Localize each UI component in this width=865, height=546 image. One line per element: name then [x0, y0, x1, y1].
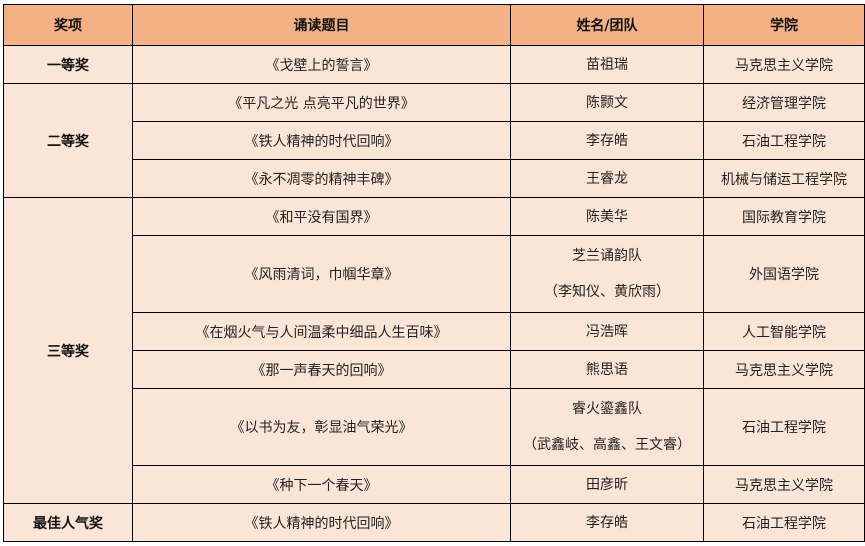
header-name: 姓名/团队 [510, 4, 704, 46]
title-cell: 《平凡之光 点亮平凡的世界》 [132, 83, 511, 122]
table-row: 《永不凋零的精神丰碑》 王睿龙 机械与储运工程学院 [4, 159, 865, 198]
title-cell: 《在烟火气与人间温柔中细品人生百味》 [132, 312, 511, 351]
name-cell: 苗祖瑞 [510, 45, 704, 84]
table-row: 《种下一个春天》 田彦昕 马克思主义学院 [4, 465, 865, 504]
name-line: （武鑫岐、高鑫、王文睿） [523, 437, 691, 453]
name-cell: 陈美华 [510, 197, 704, 236]
college-cell: 石油工程学院 [703, 388, 865, 466]
title-cell: 《戈壁上的誓言》 [132, 45, 511, 84]
title-cell: 《那一声春天的回响》 [132, 350, 511, 389]
title-cell: 《铁人精神的时代回响》 [132, 503, 511, 542]
award-cell: 三等奖 [3, 197, 133, 504]
award-cell: 最佳人气奖 [3, 503, 133, 542]
title-cell: 《种下一个春天》 [132, 465, 511, 504]
college-cell: 马克思主义学院 [703, 45, 865, 84]
college-cell: 经济管理学院 [703, 83, 865, 122]
name-cell: 熊思语 [510, 350, 704, 389]
title-cell: 《以书为友，彰显油气荣光》 [132, 388, 511, 466]
table-row: 《风雨清词，巾帼华章》 芝兰诵韵队 （李知仪、黄欣雨） 外国语学院 [4, 235, 865, 313]
name-line: 李存皓 [586, 132, 628, 149]
table-row: 最佳人气奖 《铁人精神的时代回响》 李存皓 石油工程学院 [3, 503, 865, 542]
name-line: 冯浩晖 [586, 323, 628, 340]
table-row: 《那一声春天的回响》 熊思语 马克思主义学院 [4, 350, 865, 389]
name-line: 陈美华 [586, 208, 628, 225]
table-row: 一等奖 《戈壁上的誓言》 苗祖瑞 马克思主义学院 [3, 45, 865, 84]
name-line: 苗祖瑞 [586, 56, 628, 73]
header-row: 奖项 诵读题目 姓名/团队 学院 [3, 4, 865, 46]
name-line: 芝兰诵韵队 [572, 248, 642, 264]
awards-table: 奖项 诵读题目 姓名/团队 学院 一等奖 《戈壁上的誓言》 苗祖瑞 马克思主义学院 二等… [3, 4, 865, 542]
name-line: 田彦昕 [586, 476, 628, 493]
name-cell: 李存皓 [510, 121, 704, 160]
college-cell: 人工智能学院 [703, 312, 865, 351]
name-line: 熊思语 [586, 361, 628, 378]
name-cell: 芝兰诵韵队 （李知仪、黄欣雨） [510, 235, 704, 313]
college-cell: 马克思主义学院 [703, 465, 865, 504]
name-cell: 冯浩晖 [510, 312, 704, 351]
table-row: 《在烟火气与人间温柔中细品人生百味》 冯浩晖 人工智能学院 [4, 312, 865, 351]
college-cell: 石油工程学院 [703, 121, 865, 160]
college-cell: 外国语学院 [703, 235, 865, 313]
header-award: 奖项 [3, 4, 133, 46]
header-college: 学院 [703, 4, 865, 46]
name-line: 王睿龙 [586, 170, 628, 187]
table-row: 三等奖 《和平没有国界》 陈美华 国际教育学院 [3, 197, 865, 504]
college-cell: 石油工程学院 [703, 503, 865, 542]
header-title: 诵读题目 [132, 4, 511, 46]
name-cell: 陈颢文 [510, 83, 704, 122]
name-cell: 睿火鎏鑫队 （武鑫岐、高鑫、王文睿） [510, 388, 704, 466]
name-line: 陈颢文 [586, 94, 628, 111]
name-cell: 王睿龙 [510, 159, 704, 198]
award-cell: 一等奖 [3, 45, 133, 84]
college-cell: 国际教育学院 [703, 197, 865, 236]
title-cell: 《永不凋零的精神丰碑》 [132, 159, 511, 198]
title-cell: 《铁人精神的时代回响》 [132, 121, 511, 160]
title-cell: 《风雨清词，巾帼华章》 [132, 235, 511, 313]
college-cell: 机械与储运工程学院 [703, 159, 865, 198]
table-row: 《以书为友，彰显油气荣光》 睿火鎏鑫队 （武鑫岐、高鑫、王文睿） 石油工程学院 [4, 388, 865, 466]
table-body: 一等奖 《戈壁上的誓言》 苗祖瑞 马克思主义学院 二等奖 《平凡之光 点亮平凡的世界》 陈颢… [3, 45, 865, 542]
name-line: 李存皓 [586, 514, 628, 531]
award-cell: 二等奖 [3, 83, 133, 198]
table-row: 二等奖 《平凡之光 点亮平凡的世界》 陈颢文 经济管理学院 [3, 83, 865, 198]
table-row: 《铁人精神的时代回响》 李存皓 石油工程学院 [4, 121, 865, 160]
name-line: 睿火鎏鑫队 [572, 401, 642, 417]
college-cell: 马克思主义学院 [703, 350, 865, 389]
title-cell: 《和平没有国界》 [132, 197, 511, 236]
name-cell: 李存皓 [510, 503, 704, 542]
name-cell: 田彦昕 [510, 465, 704, 504]
name-line: （李知仪、黄欣雨） [544, 284, 670, 300]
